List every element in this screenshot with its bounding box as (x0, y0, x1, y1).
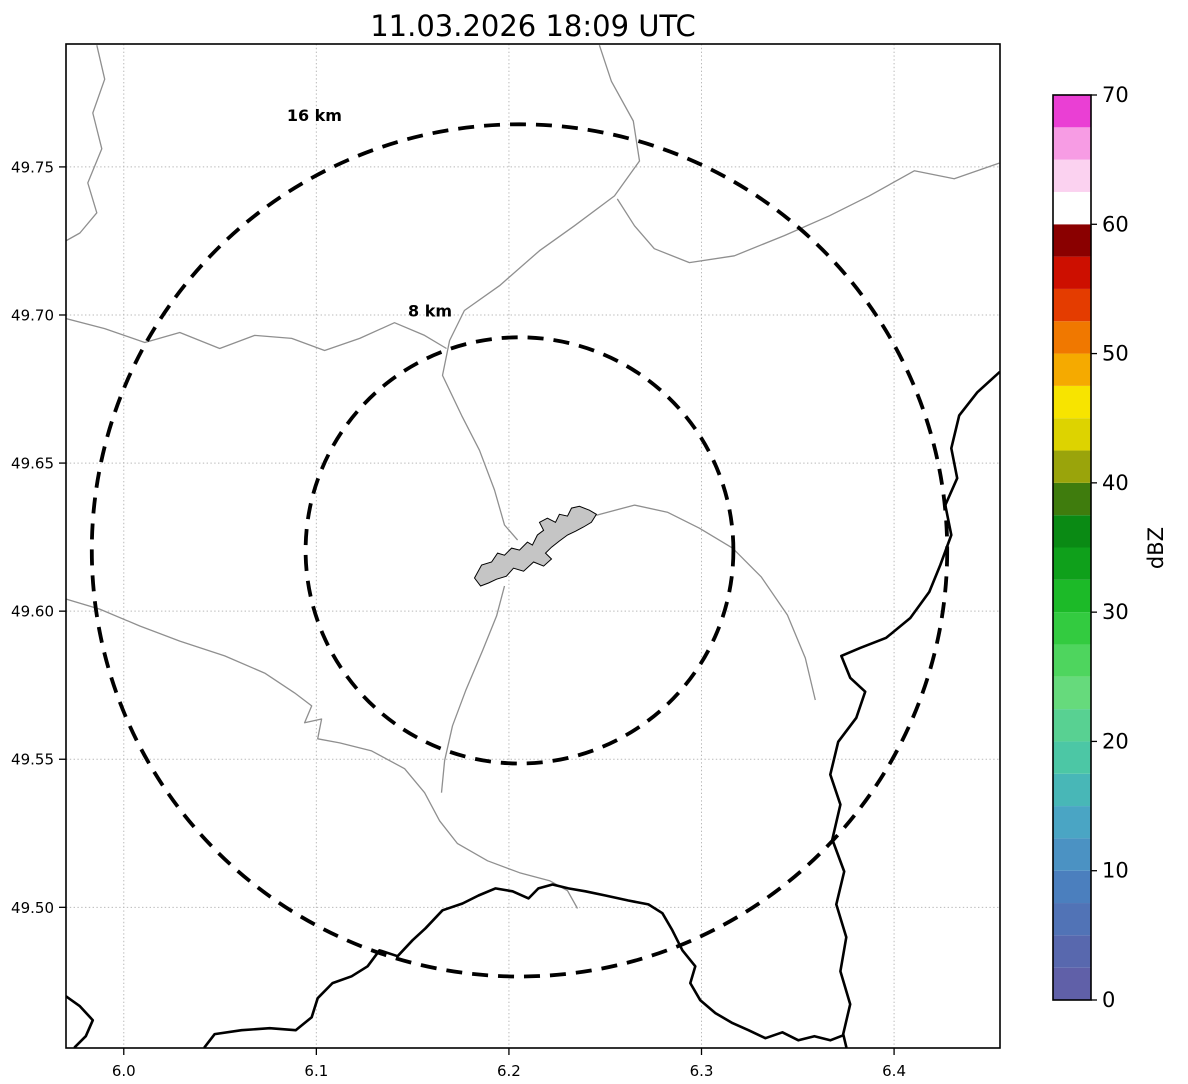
colorbar-segment (1053, 256, 1091, 289)
border-east (829, 371, 1000, 1048)
colorbar-segment (1053, 385, 1091, 419)
colorbar-segment (1053, 838, 1091, 871)
colorbar-segment (1053, 870, 1091, 904)
river-northwest (66, 45, 106, 242)
colorbar-segment (1053, 515, 1091, 548)
x-tick-label: 6.0 (112, 1062, 136, 1080)
river-southwest (66, 598, 579, 909)
colorbar-segment (1053, 95, 1091, 128)
x-tick-label: 6.3 (690, 1062, 714, 1080)
x-tick-label: 6.2 (497, 1062, 521, 1080)
colorbar-tick-label: 20 (1102, 729, 1129, 753)
border-southwest-corner (66, 994, 95, 1048)
river-north (441, 44, 641, 541)
y-tick-label: 49.60 (11, 603, 54, 621)
country-borders-layer (66, 371, 1000, 1048)
colorbar-segment (1053, 191, 1091, 225)
colorbar-segment (1053, 450, 1091, 483)
plot-frame (65, 43, 1001, 1049)
colorbar-segment (1053, 224, 1091, 257)
colorbar-tick-label: 40 (1102, 471, 1129, 495)
colorbar-segment (1053, 612, 1091, 645)
colorbar-tick-label: 50 (1102, 342, 1129, 366)
river-northeast (616, 162, 1000, 264)
y-tick-label: 49.75 (11, 158, 54, 176)
colorbar-segment (1053, 127, 1091, 160)
colorbar-segment (1053, 741, 1091, 774)
range-ring (89, 122, 950, 979)
grid-layer (66, 44, 1000, 1048)
y-tick-label: 49.70 (11, 306, 54, 324)
colorbar-segment (1053, 482, 1091, 516)
range-ring-label: 16 km (287, 106, 342, 125)
stream-mid-west (66, 317, 447, 352)
colorbar: 0 10 20 30 40 50 60 70 (1052, 83, 1129, 1012)
colorbar-segment (1053, 321, 1091, 354)
y-tick-label: 49.55 (11, 751, 54, 769)
colorbar-segment (1053, 967, 1091, 1000)
colorbar-tick-label: 10 (1102, 859, 1129, 883)
colorbar-tick-label: 70 (1102, 83, 1129, 107)
y-tick-label: 49.50 (11, 899, 54, 917)
x-tick-label: 6.1 (304, 1062, 328, 1080)
city-layer (473, 505, 598, 587)
colorbar-segment (1053, 806, 1091, 839)
y-tick-label: 49.65 (11, 455, 54, 473)
colorbar-segment (1053, 579, 1091, 613)
range-ring (303, 335, 736, 766)
city-area-polygon (473, 505, 598, 587)
range-ring-label: 8 km (408, 302, 452, 321)
range-rings-layer: 16 km 8 km (89, 106, 950, 979)
colorbar-unit-label: dBZ (1144, 527, 1168, 569)
colorbar-tick-label: 0 (1102, 988, 1115, 1012)
axis-ticks-layer: 6.0 6.1 6.2 6.3 6.4 49.50 49.55 49.60 49.65 49.70… (11, 158, 906, 1080)
x-tick-label: 6.4 (882, 1062, 906, 1080)
colorbar-frame (1052, 94, 1092, 1001)
plot-title: 11.03.2026 18:09 UTC (370, 9, 696, 43)
colorbar-segment (1053, 709, 1091, 742)
colorbar-segment (1053, 353, 1091, 386)
river-east-of-city (596, 504, 816, 701)
colorbar-segment (1053, 676, 1091, 710)
colorbar-segment (1053, 773, 1091, 807)
colorbar-segment (1053, 935, 1091, 968)
colorbar-segment (1053, 547, 1091, 580)
colorbar-segment (1053, 903, 1091, 936)
colorbar-tick-label: 60 (1102, 212, 1129, 236)
border-south (203, 883, 845, 1048)
river-south-of-city (440, 585, 506, 793)
colorbar-segment (1053, 159, 1091, 192)
colorbar-tick-label: 30 (1102, 600, 1129, 624)
colorbar-segment (1053, 418, 1091, 451)
colorbar-segment (1053, 288, 1091, 322)
waterways-layer (66, 44, 1000, 909)
colorbar-segment (1053, 644, 1091, 677)
